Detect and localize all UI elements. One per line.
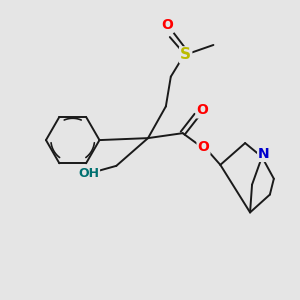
Text: S: S xyxy=(180,47,191,62)
Text: O: O xyxy=(196,103,208,117)
Text: O: O xyxy=(198,140,209,154)
Text: N: N xyxy=(258,147,270,161)
Text: OH: OH xyxy=(78,167,99,180)
Text: O: O xyxy=(161,18,173,32)
